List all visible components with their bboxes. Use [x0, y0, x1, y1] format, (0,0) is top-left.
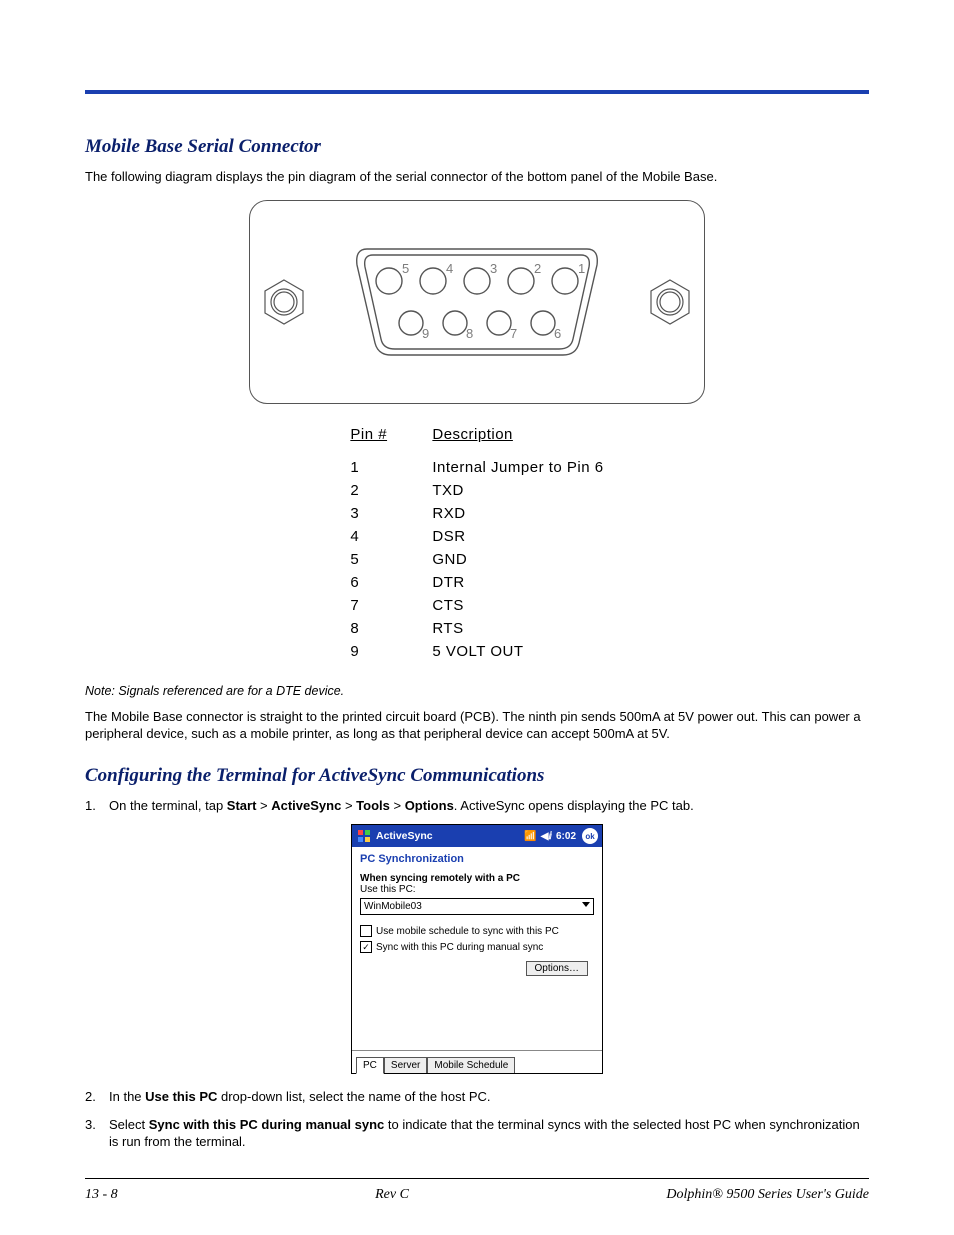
dropdown-arrow-icon	[582, 902, 590, 907]
step1-activesync: ActiveSync	[271, 798, 341, 813]
device-subtitle: PC Synchronization	[352, 847, 602, 869]
device-title: ActiveSync	[376, 830, 433, 842]
page-footer: 13 - 8 Rev C Dolphin® 9500 Series User's…	[85, 1187, 869, 1203]
step-3: 3. Select Sync with this PC during manua…	[85, 1116, 869, 1151]
pin-table-row: 3RXD	[350, 503, 603, 524]
connector-diagram: 5 4 3 2 1 9 8 7 6	[85, 200, 869, 404]
device-checkbox-manual-sync[interactable]: ✓	[360, 941, 372, 953]
device-check1-label: Use mobile schedule to sync with this PC	[376, 926, 559, 937]
device-titlebar: ActiveSync 📶 ◀ⅈ 6:02 ok	[352, 825, 602, 847]
pin-table-row: 4DSR	[350, 526, 603, 547]
step2-bold: Use this PC	[145, 1089, 217, 1104]
svg-text:7: 7	[510, 326, 517, 341]
device-signal-icon: 📶	[524, 831, 536, 842]
step1-text-post: . ActiveSync opens displaying the PC tab…	[454, 798, 694, 813]
step1-options: Options	[405, 798, 454, 813]
pin-table-header-desc: Description	[432, 424, 603, 455]
device-label-when-syncing: When syncing remotely with a PC	[360, 873, 594, 884]
device-options-button[interactable]: Options…	[526, 961, 588, 976]
mounting-screw-right	[646, 278, 694, 326]
device-time: 6:02	[556, 831, 576, 842]
device-label-use-this-pc: Use this PC:	[360, 884, 594, 895]
para-pcb: The Mobile Base connector is straight to…	[85, 708, 869, 743]
note-dte: Note: Signals referenced are for a DTE d…	[85, 684, 869, 698]
step2-text-pre: In the	[109, 1089, 145, 1104]
section1-title: Mobile Base Serial Connector	[85, 136, 869, 158]
svg-text:6: 6	[554, 326, 561, 341]
step3-bold: Sync with this PC during manual sync	[149, 1117, 385, 1132]
windows-flag-icon	[356, 828, 372, 844]
step2-text-post: drop-down list, select the name of the h…	[217, 1089, 490, 1104]
svg-text:2: 2	[534, 261, 541, 276]
pin-table-row: 6DTR	[350, 572, 603, 593]
section2-title: Configuring the Terminal for ActiveSync …	[85, 765, 869, 787]
db9-shell: 5 4 3 2 1 9 8 7 6	[351, 243, 603, 361]
device-check2-label: Sync with this PC during manual sync	[376, 942, 543, 953]
pin-table-row: 95 VOLT OUT	[350, 641, 603, 662]
mounting-screw-left	[260, 278, 308, 326]
pin-table-row: 5GND	[350, 549, 603, 570]
step3-text-pre: Select	[109, 1117, 149, 1132]
device-tab-pc[interactable]: PC	[356, 1057, 384, 1074]
step1-tools: Tools	[356, 798, 390, 813]
pin-table-row: 8RTS	[350, 618, 603, 639]
svg-text:9: 9	[422, 326, 429, 341]
step-2: 2. In the Use this PC drop-down list, se…	[85, 1088, 869, 1106]
device-tabbar: PC Server Mobile Schedule	[352, 1050, 602, 1073]
device-checkbox-mobile-schedule[interactable]	[360, 925, 372, 937]
footer-page-number: 13 - 8	[85, 1187, 118, 1203]
svg-text:5: 5	[402, 261, 409, 276]
svg-text:4: 4	[446, 261, 453, 276]
device-dropdown-value: WinMobile03	[364, 901, 422, 912]
activesync-screenshot: ActiveSync 📶 ◀ⅈ 6:02 ok PC Synchronizati…	[351, 824, 603, 1074]
top-rule	[85, 90, 869, 94]
pin-table-row: 1Internal Jumper to Pin 6	[350, 457, 603, 478]
svg-text:3: 3	[490, 261, 497, 276]
step1-start: Start	[227, 798, 257, 813]
step1-text-pre: On the terminal, tap	[109, 798, 227, 813]
device-tab-mobile-schedule[interactable]: Mobile Schedule	[427, 1057, 515, 1073]
pin-table-row: 2TXD	[350, 480, 603, 501]
device-tab-server[interactable]: Server	[384, 1057, 427, 1073]
device-ok-button[interactable]: ok	[582, 828, 598, 844]
pin-table: Pin # Description 1Internal Jumper to Pi…	[348, 422, 605, 664]
footer-revision: Rev C	[375, 1187, 409, 1203]
pin-table-header-pin: Pin #	[350, 424, 430, 455]
bottom-rule	[85, 1178, 869, 1179]
device-pc-dropdown[interactable]: WinMobile03	[360, 898, 594, 915]
svg-text:1: 1	[578, 261, 585, 276]
pin-table-row: 7CTS	[350, 595, 603, 616]
step-1: 1. On the terminal, tap Start > ActiveSy…	[85, 797, 869, 815]
svg-text:8: 8	[466, 326, 473, 341]
device-speaker-icon: ◀ⅈ	[541, 831, 552, 842]
section1-intro: The following diagram displays the pin d…	[85, 168, 869, 186]
footer-guide-title: Dolphin® 9500 Series User's Guide	[666, 1187, 869, 1203]
